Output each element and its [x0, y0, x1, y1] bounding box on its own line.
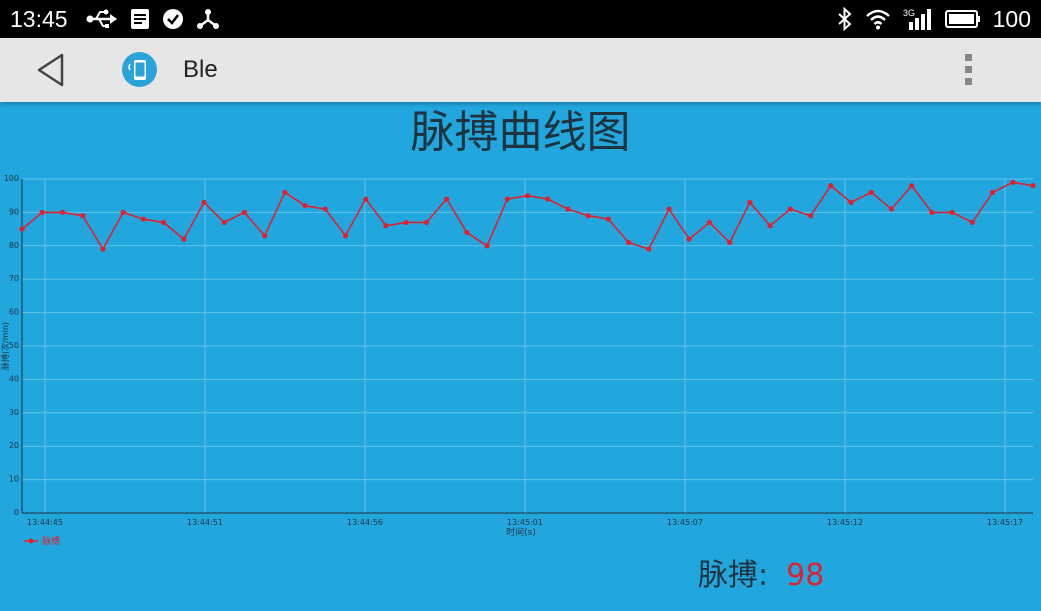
- y-axis-label: 脉搏(次/min): [0, 322, 10, 370]
- page-title: 脉搏曲线图: [410, 107, 631, 158]
- pulse-data-point: [383, 223, 389, 229]
- notification-doc-icon: [131, 9, 149, 29]
- signal-3g-icon: 3G: [903, 8, 931, 30]
- pulse-data-point: [423, 219, 429, 226]
- pulse-data-point: [201, 199, 207, 205]
- pulse-data-point: [666, 206, 672, 212]
- legend-marker: [28, 538, 34, 544]
- x-tick-label: 13:44:45: [27, 518, 63, 527]
- y-tick-label: 0: [14, 508, 19, 517]
- action-bar: Ble: [0, 38, 1041, 102]
- pulse-data-point: [80, 213, 86, 219]
- pulse-data-point: [39, 209, 45, 215]
- pulse-data-point: [807, 213, 814, 219]
- status-left-icons: [86, 6, 220, 32]
- status-right-icons: 3G 100: [837, 5, 1031, 33]
- x-tick-label: 13:45:12: [827, 518, 863, 527]
- pulse-line-chart: 0 10 20 30 40 50 60 70 80 90 100 13:44:45 13:44:51 13…: [0, 174, 1036, 547]
- pulse-data-point: [504, 196, 510, 202]
- pulse-data-point: [160, 219, 167, 226]
- y-tick-label: 100: [4, 174, 19, 183]
- pulse-data-point: [1010, 179, 1016, 185]
- y-tick-label: 80: [9, 241, 19, 250]
- pulse-data-point: [464, 229, 470, 236]
- y-tick-label: 10: [9, 475, 19, 484]
- pulse-data-point: [646, 246, 652, 252]
- y-tick-label: 70: [9, 274, 19, 283]
- pulse-data-point: [787, 206, 793, 212]
- overflow-menu-icon[interactable]: [957, 52, 981, 88]
- pulse-label: 脉搏:: [698, 558, 769, 593]
- back-triangle-icon[interactable]: [32, 52, 72, 88]
- app-title: Ble: [183, 56, 218, 83]
- pulse-data-point: [363, 196, 369, 202]
- pulse-data-point: [969, 219, 975, 226]
- pulse-data-point: [888, 206, 895, 212]
- pulse-data-point: [909, 183, 915, 189]
- share-hub-icon: [197, 9, 219, 29]
- pulse-data-point: [686, 236, 692, 242]
- pulse-data-point: [524, 193, 531, 199]
- pulse-data-point: [302, 203, 308, 209]
- y-tick-label: 60: [9, 308, 19, 317]
- pulse-data-point: [706, 219, 713, 226]
- pulse-data-point: [241, 209, 248, 215]
- pulse-data-point: [848, 199, 854, 205]
- y-tick-label: 50: [9, 341, 19, 350]
- pulse-data-point: [322, 206, 328, 212]
- y-tick-label: 40: [9, 374, 19, 383]
- x-tick-label: 13:45:17: [987, 518, 1023, 527]
- pulse-data-point: [181, 236, 187, 242]
- x-axis-label: 时间(s): [506, 526, 536, 538]
- pulse-data-point: [221, 219, 227, 226]
- phone-app-icon: [122, 52, 157, 87]
- bluetooth-icon: [837, 7, 852, 31]
- x-tick-label: 13:45:01: [507, 518, 543, 527]
- check-circle-icon: [163, 9, 183, 29]
- y-tick-label: 90: [9, 207, 19, 216]
- wifi-icon: [865, 9, 890, 30]
- pulse-data-point: [403, 219, 409, 226]
- y-tick-label: 20: [9, 441, 19, 450]
- pulse-data-point: [989, 189, 996, 195]
- x-tick-label: 13:44:51: [187, 518, 223, 527]
- pulse-data-point: [949, 209, 955, 215]
- status-time: 13:45: [10, 6, 68, 32]
- pulse-data-point: [727, 239, 733, 246]
- pulse-data-point: [282, 189, 288, 195]
- pulse-data-point: [19, 226, 25, 232]
- pulse-data-point: [929, 209, 935, 215]
- pulse-data-point: [120, 209, 126, 215]
- pulse-data-point: [59, 209, 66, 215]
- y-tick-label: 30: [9, 408, 19, 417]
- pulse-data-point: [545, 196, 551, 202]
- pulse-data-point: [484, 243, 490, 249]
- pulse-data-point: [444, 196, 450, 202]
- pulse-data-point: [626, 239, 632, 246]
- legend-label: 脉搏: [42, 535, 60, 547]
- battery-level: 100: [992, 6, 1031, 32]
- pulse-series-line: [21, 181, 1034, 251]
- pulse-data-point: [605, 216, 611, 222]
- pulse-value: 98: [786, 558, 825, 593]
- pulse-data-point: [868, 189, 874, 195]
- pulse-data-point: [1030, 183, 1036, 189]
- pulse-data-point: [828, 183, 834, 189]
- usb-icon: [86, 9, 117, 28]
- svg-text:3G: 3G: [903, 8, 915, 18]
- pulse-data-point: [767, 223, 773, 229]
- battery-icon: [944, 10, 980, 28]
- pulse-data-point: [585, 213, 591, 219]
- pulse-data-point: [565, 206, 571, 212]
- x-tick-label: 13:45:07: [667, 518, 703, 527]
- pulse-data-point: [140, 216, 146, 222]
- pulse-data-point: [100, 246, 106, 252]
- pulse-readout: 脉搏: 98: [698, 556, 824, 596]
- pulse-data-point: [262, 233, 268, 239]
- pulse-data-point: [342, 233, 349, 239]
- status-bar: 13:45: [0, 0, 1041, 38]
- pulse-data-point: [747, 199, 753, 205]
- x-tick-label: 13:44:56: [347, 518, 383, 527]
